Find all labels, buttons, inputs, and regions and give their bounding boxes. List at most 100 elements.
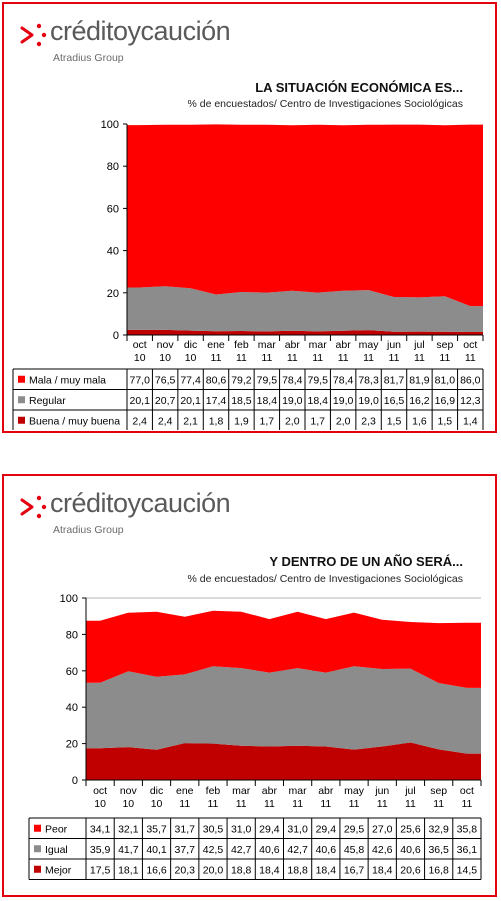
x-tick-label: sep 11 — [436, 339, 453, 364]
data-label: 18,1 — [118, 864, 139, 876]
data-label: 16,6 — [146, 864, 167, 876]
data-label: 16,5 — [384, 395, 405, 407]
data-label: 20,7 — [155, 395, 176, 407]
data-label: 40,6 — [316, 844, 337, 856]
x-tick-label: jul 11 — [404, 785, 416, 810]
data-label: 16,9 — [435, 395, 456, 407]
data-label: 1,7 — [310, 415, 325, 427]
y-tick-label: 100 — [101, 119, 119, 131]
data-label: 14,5 — [457, 864, 478, 876]
data-label: 40,6 — [400, 844, 421, 856]
data-label: 79,5 — [307, 374, 328, 386]
brand-chevron-icon — [20, 23, 47, 47]
y-tick-label: 80 — [66, 629, 78, 641]
y-tick-label: 40 — [66, 702, 78, 714]
data-label: 35,9 — [90, 844, 111, 856]
legend-label: Regular — [29, 395, 66, 407]
x-tick-label: may 11 — [344, 785, 365, 810]
area-series-2 — [86, 666, 481, 754]
data-label: 42,5 — [203, 844, 224, 856]
data-label: 42,7 — [287, 844, 308, 856]
data-label: 35,8 — [457, 823, 478, 835]
x-tick-label: oct 11 — [460, 785, 474, 810]
data-label: 19,0 — [333, 395, 354, 407]
x-tick-label: dic 10 — [150, 785, 163, 810]
y-tick-label: 60 — [107, 203, 119, 215]
data-label: 77,4 — [180, 374, 201, 386]
data-label: 78,3 — [358, 374, 379, 386]
data-label: 41,7 — [118, 844, 139, 856]
data-label: 1,5 — [438, 415, 453, 427]
data-label: 20,3 — [175, 864, 196, 876]
x-tick-label: dic 10 — [184, 339, 197, 364]
legend-swatch — [18, 396, 25, 404]
chart-subtitle: % de encuestados/ Centro de Investigacio… — [187, 573, 463, 585]
data-label: 12,3 — [460, 395, 481, 407]
data-label: 16,7 — [344, 864, 365, 876]
data-label: 18,4 — [257, 395, 278, 407]
data-label: 1,6 — [412, 415, 427, 427]
x-tick-label: oct 10 — [133, 339, 147, 364]
x-tick-label: feb 11 — [234, 339, 249, 364]
brand-name: créditoycaución — [50, 488, 231, 518]
data-label: 78,4 — [282, 374, 303, 386]
data-label: 31,7 — [175, 823, 196, 835]
data-label: 36,1 — [457, 844, 478, 856]
x-tick-label: sep 11 — [430, 785, 447, 810]
x-tick-label: jul 11 — [413, 339, 425, 364]
data-label: 18,4 — [316, 864, 337, 876]
legend-label: Buena / muy buena — [29, 415, 120, 427]
x-tick-label: oct 10 — [93, 785, 107, 810]
x-tick-label: feb 11 — [206, 785, 221, 810]
data-label: 29,4 — [316, 823, 337, 835]
x-tick-label: abr 11 — [262, 785, 278, 810]
x-tick-label: jun 11 — [386, 339, 401, 364]
x-tick-label: mar 11 — [258, 339, 277, 364]
legend-swatch — [18, 375, 25, 383]
y-tick-label: 40 — [107, 246, 119, 258]
x-tick-label: mar 11 — [232, 785, 251, 810]
data-label: 78,4 — [333, 374, 354, 386]
data-label: 81,7 — [384, 374, 405, 386]
data-label: 20,1 — [129, 395, 150, 407]
x-tick-label: mar 11 — [289, 785, 308, 810]
chart-title: Y DENTRO DE UN AÑO SERÁ... — [269, 554, 463, 569]
y-tick-label: 80 — [107, 161, 119, 173]
brand-name: créditoycaución — [50, 16, 231, 46]
legend-label: Peor — [45, 823, 68, 835]
data-label: 20,0 — [203, 864, 224, 876]
chart-panel-2: créditoycaución Atradius Group Y DENTRO … — [2, 474, 497, 897]
data-label: 1,9 — [234, 415, 249, 427]
legend-label: Igual — [45, 844, 68, 856]
data-label: 18,4 — [259, 864, 280, 876]
area-series-3 — [127, 329, 483, 335]
x-tick-label: abr 11 — [336, 339, 352, 364]
data-label: 2,4 — [132, 415, 147, 427]
x-tick-label: oct 11 — [463, 339, 477, 364]
area-series-3 — [86, 742, 481, 780]
brand-logo: créditoycaución Atradius Group — [16, 16, 276, 72]
legend-swatch — [18, 416, 25, 424]
brand-group: Atradius Group — [53, 524, 124, 536]
x-tick-label: may 11 — [359, 339, 380, 364]
brand-logo: créditoycaución Atradius Group — [16, 488, 276, 544]
legend-swatch — [34, 865, 41, 873]
area-series-2 — [127, 286, 483, 332]
data-label: 32,9 — [428, 823, 449, 835]
data-label: 2,0 — [336, 415, 351, 427]
data-label: 37,7 — [175, 844, 196, 856]
data-label: 17,4 — [206, 395, 227, 407]
data-label: 45,8 — [344, 844, 365, 856]
x-tick-label: jun 11 — [374, 785, 389, 810]
x-tick-label: mar 11 — [309, 339, 328, 364]
data-label: 40,6 — [259, 844, 280, 856]
legend-label: Mala / muy mala — [29, 374, 106, 386]
y-tick-label: 20 — [107, 288, 119, 300]
brand-group: Atradius Group — [53, 52, 124, 64]
data-label: 19,0 — [358, 395, 379, 407]
data-label: 76,5 — [155, 374, 176, 386]
data-label: 34,1 — [90, 823, 111, 835]
data-label: 20,1 — [180, 395, 201, 407]
data-label: 18,4 — [307, 395, 328, 407]
data-label: 25,6 — [400, 823, 421, 835]
